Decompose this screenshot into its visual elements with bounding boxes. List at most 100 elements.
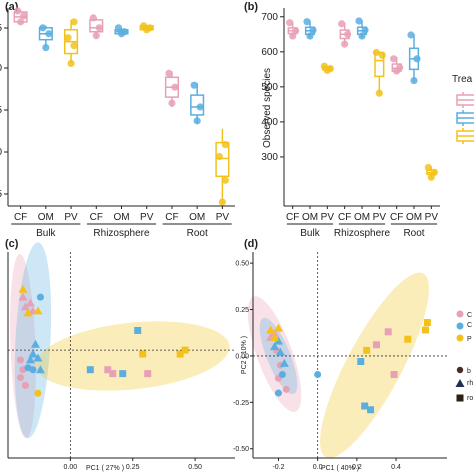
x-category-label: OM xyxy=(189,212,205,223)
data-point-square xyxy=(176,350,184,358)
data-point-square xyxy=(109,370,117,378)
data-point-circle xyxy=(278,370,286,378)
x-category-label: OM xyxy=(113,212,129,223)
data-point xyxy=(396,63,404,72)
data-point xyxy=(140,22,148,30)
data-point-triangle xyxy=(33,306,43,315)
legend-group-dot-CF xyxy=(456,310,464,318)
legend-title: Trea xyxy=(452,74,473,85)
x-category-label: OM xyxy=(302,212,318,223)
data-point-triangle xyxy=(28,349,38,358)
data-point xyxy=(326,65,334,73)
x-category-label: CF xyxy=(14,212,27,223)
group-label-bulk: Bulk xyxy=(36,228,56,239)
data-point xyxy=(390,55,398,63)
data-point xyxy=(303,18,311,26)
panel-a-ytick-label: 5 xyxy=(0,105,2,116)
data-point xyxy=(92,32,100,40)
legend-compartment-label-1: b xyxy=(467,368,471,375)
panel-d-ytick-label: 0.00 xyxy=(235,353,249,360)
data-point xyxy=(42,44,50,52)
group-label-rhizosphere: Rhizosphere xyxy=(334,228,391,239)
ellipse-CF xyxy=(10,254,36,439)
data-point xyxy=(70,18,78,26)
data-point xyxy=(168,99,176,107)
data-point-triangle xyxy=(23,308,33,317)
data-point-square xyxy=(86,366,94,374)
panel-d-xtick-label: -0.2 xyxy=(272,464,284,471)
legend-group-dot-OM xyxy=(456,322,464,330)
panel-d-xtick-label: 0.2 xyxy=(352,464,362,471)
panel-c-xtick-label: 0.50 xyxy=(188,464,202,471)
data-point xyxy=(67,59,75,68)
data-point-triangle xyxy=(270,342,280,351)
panel-b-ytick-label: 400 xyxy=(261,117,278,128)
group-label-root: Root xyxy=(187,228,208,239)
data-point xyxy=(196,103,204,111)
panel-a-ytick-label: 0 xyxy=(0,147,2,158)
data-point xyxy=(355,17,363,25)
panel-c-xlabel: PC1 ( 27% ) xyxy=(86,465,124,472)
data-point-circle xyxy=(16,356,24,364)
legend-group-label-3: P xyxy=(467,336,472,343)
data-point-circle xyxy=(34,389,42,397)
data-point-triangle xyxy=(18,284,28,293)
group-label-bulk: Bulk xyxy=(300,228,320,239)
panel-b-ytick-label: 300 xyxy=(261,152,278,163)
panel-d-xlabel: PC1 ( 40% ) xyxy=(321,465,359,472)
group-label-rhizosphere: Rhizosphere xyxy=(93,228,150,239)
data-point-circle xyxy=(29,366,37,374)
data-point-triangle xyxy=(266,325,276,334)
x-category-label: OM xyxy=(354,212,370,223)
panel-d-label: (d) xyxy=(244,238,258,250)
data-point xyxy=(375,89,383,97)
data-point xyxy=(372,48,380,57)
x-category-label: PV xyxy=(64,212,78,223)
data-point-square xyxy=(390,370,398,378)
panel-b-ytick-label: 700 xyxy=(261,12,278,23)
data-point xyxy=(341,40,349,48)
data-point xyxy=(292,27,300,35)
data-point xyxy=(410,76,418,85)
legend-compartment-label-2: rh xyxy=(467,380,473,387)
data-point-square xyxy=(384,328,392,336)
ellipse-PV xyxy=(35,321,230,391)
data-point xyxy=(221,141,229,149)
data-point-triangle xyxy=(33,353,43,362)
data-point-circle xyxy=(16,374,24,382)
data-point-square xyxy=(372,341,380,349)
data-point xyxy=(20,12,28,20)
data-point xyxy=(45,30,53,38)
ellipse-CF xyxy=(247,296,302,412)
data-point xyxy=(306,32,314,40)
data-point xyxy=(309,26,317,34)
x-category-label: OM xyxy=(38,212,54,223)
panel-d-ytick-label: 0.25 xyxy=(235,307,249,314)
panel-a-ytick-label: 5 xyxy=(0,23,2,34)
legend-circle-marker xyxy=(456,366,464,374)
data-point-square xyxy=(423,319,431,327)
x-category-label: PV xyxy=(140,212,154,223)
x-category-label: CF xyxy=(165,212,178,223)
data-point-square xyxy=(421,326,429,334)
x-category-label: PV xyxy=(216,212,230,223)
data-point-square xyxy=(104,366,112,374)
data-point xyxy=(430,168,438,176)
legend-marks xyxy=(455,92,474,402)
panel-c-xtick-label: 0.00 xyxy=(64,464,78,471)
data-point xyxy=(338,20,346,28)
panel-a-ytick-label: 0 xyxy=(0,63,2,74)
panel-c-label: (c) xyxy=(5,238,19,250)
data-point xyxy=(378,51,386,59)
x-category-label: PV xyxy=(425,212,439,223)
data-point xyxy=(17,18,25,26)
legend-triangle-marker xyxy=(455,379,465,387)
panel-c-xtick-label: 0.25 xyxy=(126,464,140,471)
data-point xyxy=(89,14,97,22)
data-point-triangle xyxy=(25,355,35,364)
legend-compartment-label-3: ro xyxy=(467,395,473,402)
x-category-label: PV xyxy=(321,212,335,223)
panel-b-ytick-label: 500 xyxy=(261,82,278,93)
legend-group-label-1: C xyxy=(467,312,472,319)
